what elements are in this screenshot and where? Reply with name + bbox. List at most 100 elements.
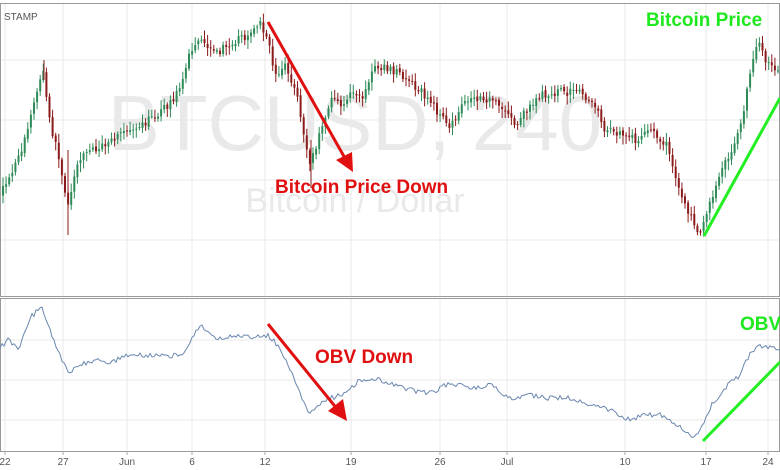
candle-body xyxy=(767,62,770,64)
candle-body xyxy=(445,115,448,123)
candle-body xyxy=(739,123,742,133)
candle-body xyxy=(770,62,773,66)
candle-body xyxy=(569,88,572,95)
candle-body xyxy=(584,94,587,101)
candle-body xyxy=(153,117,156,119)
candle-body xyxy=(330,97,333,108)
candle-body xyxy=(578,89,581,92)
candle-body xyxy=(575,89,578,91)
candle-body xyxy=(209,47,212,49)
candle-body xyxy=(479,96,482,101)
candle-body xyxy=(674,166,677,179)
candle-body xyxy=(321,126,324,134)
candle-body xyxy=(20,151,23,157)
candle-body xyxy=(457,112,460,121)
price-down-arrow xyxy=(266,21,353,172)
candle-body xyxy=(643,131,646,135)
candle-body xyxy=(178,88,181,92)
candle-body xyxy=(126,130,128,132)
candle-body xyxy=(383,64,386,71)
candle-body xyxy=(231,44,234,47)
candle-body xyxy=(581,88,584,95)
candle-body xyxy=(389,66,392,72)
candle-body xyxy=(358,94,361,96)
candle-body xyxy=(594,102,597,108)
candle-body xyxy=(628,135,631,138)
candle-body xyxy=(395,69,398,75)
candle-body xyxy=(265,33,268,37)
x-tick-label: 17 xyxy=(700,457,712,468)
candle-body xyxy=(473,97,476,99)
candle-body xyxy=(646,130,649,134)
candle-body xyxy=(60,159,63,176)
candle-body xyxy=(172,99,175,102)
candle-body xyxy=(361,96,364,99)
obv-down-arrow xyxy=(266,323,347,421)
candle-body xyxy=(228,46,231,48)
annotation-obv-up: OBV xyxy=(740,314,780,335)
candle-body xyxy=(532,105,535,107)
candle-body xyxy=(119,132,122,134)
candle-body xyxy=(262,22,265,33)
annotation-price-down: Bitcoin Price Down xyxy=(275,177,448,198)
candle-body xyxy=(135,128,138,130)
candlestick-series xyxy=(2,13,779,237)
candle-body xyxy=(485,99,488,103)
candle-body xyxy=(454,119,457,121)
candle-body xyxy=(36,91,39,103)
candle-body xyxy=(302,117,305,135)
candle-body xyxy=(197,40,200,45)
candle-body xyxy=(73,176,76,192)
candle-body xyxy=(494,100,497,102)
candle-body xyxy=(401,72,404,80)
candle-body xyxy=(219,50,221,55)
candle-body xyxy=(426,97,429,100)
candle-body xyxy=(215,49,218,52)
candle-body xyxy=(761,42,764,51)
candle-body xyxy=(414,81,417,90)
candle-body xyxy=(442,113,445,117)
candle-body xyxy=(637,140,640,144)
candle-body xyxy=(296,87,299,97)
candle-body xyxy=(299,95,302,118)
candle-body xyxy=(113,138,116,141)
x-tick-label: 10 xyxy=(619,457,631,468)
candle-body xyxy=(752,58,755,73)
grid-lines xyxy=(1,4,779,451)
candle-body xyxy=(746,88,748,111)
candle-body xyxy=(17,155,20,163)
candle-body xyxy=(516,124,519,126)
candle-body xyxy=(129,129,132,132)
candle-body xyxy=(730,152,733,160)
candle-body xyxy=(423,88,426,99)
candle-body xyxy=(476,96,479,102)
candle-body xyxy=(547,96,550,98)
candle-body xyxy=(203,39,206,43)
candle-body xyxy=(259,21,262,26)
candle-body xyxy=(76,164,79,178)
candle-body xyxy=(448,123,451,129)
candle-body xyxy=(147,116,150,127)
candle-body xyxy=(98,149,101,152)
candle-body xyxy=(460,104,463,114)
candle-body xyxy=(609,127,612,130)
candle-body xyxy=(377,65,380,69)
candle-body xyxy=(529,104,531,112)
candle-body xyxy=(79,159,82,164)
candle-body xyxy=(14,162,17,173)
annotation-obv-down: OBV Down xyxy=(315,347,413,368)
candle-body xyxy=(48,96,51,118)
candle-body xyxy=(606,130,609,133)
candle-body xyxy=(758,42,761,47)
candle-body xyxy=(501,106,504,110)
candle-body xyxy=(256,26,259,28)
candle-body xyxy=(677,178,680,188)
candle-body xyxy=(553,93,556,97)
candle-body xyxy=(656,130,659,138)
candle-body xyxy=(755,47,758,60)
candle-body xyxy=(95,146,97,152)
candle-body xyxy=(42,70,45,81)
candle-body xyxy=(29,114,32,128)
watermark-title: BTCUSD, 240 xyxy=(108,79,602,167)
candle-body xyxy=(566,92,569,96)
